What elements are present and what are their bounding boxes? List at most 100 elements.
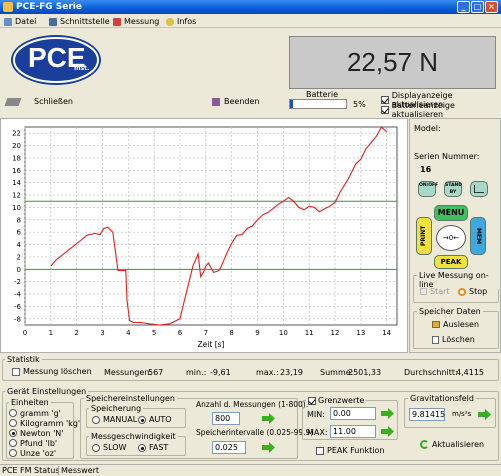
- y-tick-label: 8: [17, 216, 21, 224]
- fast-radio[interactable]: [138, 443, 146, 452]
- peak-label: PEAK Funktion: [327, 446, 385, 455]
- close-tool-label: Schließen: [34, 97, 73, 106]
- mode-title: Speicherung: [89, 404, 144, 413]
- serial-label: Serien Nummer:: [414, 152, 480, 161]
- clear-measurement-button[interactable]: Messung löschen: [12, 367, 92, 376]
- menu-button[interactable]: MENU: [434, 205, 468, 221]
- delete-button[interactable]: Löschen: [432, 335, 475, 344]
- interval-setting-input[interactable]: 0.025: [212, 441, 246, 454]
- unit-radio[interactable]: [9, 409, 17, 417]
- model-label: Model:: [414, 124, 441, 133]
- peak-checkbox[interactable]: [316, 446, 324, 455]
- zero-button[interactable]: →0←: [436, 225, 466, 251]
- onoff-button[interactable]: ON/OFF: [418, 181, 438, 197]
- display-update-option[interactable]: Displayanzeige aktualisieren: [381, 91, 501, 109]
- gravity-unit: m/s²s: [452, 410, 472, 418]
- x-tick-label: 13: [356, 329, 365, 337]
- limits-checkbox[interactable]: [308, 396, 316, 405]
- slow-radio[interactable]: [92, 443, 100, 452]
- close-button[interactable]: ×: [485, 1, 498, 13]
- unit-option-newton[interactable]: Newton 'N': [9, 428, 80, 438]
- display-update-checkbox[interactable]: [381, 96, 389, 104]
- minimize-button[interactable]: _: [457, 1, 470, 13]
- menu-datei[interactable]: Datei: [4, 16, 36, 27]
- delete-icon: [432, 335, 439, 344]
- apply-interval-arrow-icon[interactable]: [262, 442, 276, 453]
- menu-infos[interactable]: Infos: [166, 16, 196, 27]
- slow-option[interactable]: SLOW: [92, 443, 126, 452]
- apply-gravity-arrow-icon[interactable]: [478, 409, 492, 420]
- max-limit-input[interactable]: 11.00: [330, 425, 376, 438]
- end-button[interactable]: Beenden: [212, 97, 259, 106]
- x-tick-label: 4: [126, 329, 131, 337]
- y-tick-label: 12: [12, 192, 21, 200]
- y-tick-label: 22: [12, 130, 21, 138]
- manual-label: MANUAL: [103, 415, 138, 424]
- menu-messung[interactable]: Messung: [113, 16, 159, 27]
- maximize-button[interactable]: □: [471, 1, 484, 13]
- unit-option-unze[interactable]: Unze 'oz': [9, 448, 80, 458]
- unit-radio[interactable]: [9, 449, 17, 457]
- apply-count-arrow-icon[interactable]: [262, 413, 276, 424]
- manual-option[interactable]: MANUAL: [92, 415, 137, 424]
- x-tick-label: 10: [279, 329, 288, 337]
- speed-title: Messgeschwindigkeit: [89, 432, 178, 441]
- min-limit-input[interactable]: 0.00: [330, 407, 376, 420]
- y-tick-label: -2: [14, 278, 21, 286]
- apply-min-arrow-icon[interactable]: [381, 408, 395, 419]
- close-tool-button[interactable]: Schließen: [4, 97, 73, 106]
- unit-option-kilogramm[interactable]: Kilogramm 'kg': [9, 418, 80, 428]
- battery-update-checkbox[interactable]: [381, 106, 389, 114]
- apply-max-arrow-icon[interactable]: [381, 426, 395, 437]
- live-title: Live Messung on-line: [417, 271, 500, 289]
- battery-bar: [289, 99, 347, 109]
- peak-button[interactable]: PEAK: [434, 255, 468, 269]
- stop-button[interactable]: Stop: [458, 287, 487, 296]
- fast-option[interactable]: FAST: [138, 443, 168, 452]
- stop-label: Stop: [469, 287, 488, 296]
- print-button[interactable]: PRINT: [416, 217, 432, 255]
- sum-label: Summe:: [320, 368, 354, 377]
- exit-icon: [212, 97, 220, 106]
- app-icon: [3, 2, 13, 12]
- mem-button[interactable]: MEM: [470, 217, 486, 255]
- battery-update-option[interactable]: Batterieanzeige aktualisieren: [381, 101, 501, 119]
- value-display: 22,57 N: [289, 36, 496, 89]
- status-left: PCE FM Status: [2, 466, 60, 475]
- unit-label: gramm 'g': [20, 408, 61, 418]
- unit-option-pfund[interactable]: Pfund 'lb': [9, 438, 80, 448]
- menu-bar: Datei Schnittstelle Messung Infos: [0, 14, 501, 28]
- y-tick-label: 14: [12, 179, 21, 187]
- gravity-input[interactable]: 9.81415: [409, 408, 445, 421]
- count-setting-label: Anzahl d. Messungen (1-800):: [196, 400, 309, 409]
- start-button[interactable]: Start: [420, 287, 450, 296]
- peak-option[interactable]: PEAK Funktion: [316, 446, 384, 455]
- battery-percent: 5%: [353, 100, 366, 109]
- y-tick-label: 20: [12, 142, 21, 150]
- auto-radio[interactable]: [138, 415, 146, 424]
- unit-radio[interactable]: [9, 439, 17, 447]
- unit-radio[interactable]: [9, 429, 17, 437]
- fast-label: FAST: [149, 443, 169, 452]
- count-setting-input[interactable]: 800: [212, 412, 240, 425]
- manual-radio[interactable]: [92, 415, 100, 424]
- unit-option-gramm[interactable]: gramm 'g': [9, 408, 80, 418]
- settings-title: Gerät Einstellungen: [5, 387, 89, 396]
- limits-toggle[interactable]: Grenzwerte: [306, 396, 367, 405]
- unit-radio[interactable]: [9, 419, 17, 427]
- storage-title: Speichereinstellungen: [84, 394, 177, 403]
- menu-schnittstelle[interactable]: Schnittstelle: [49, 16, 110, 27]
- chart-mode-button[interactable]: [470, 181, 488, 197]
- units-list: gramm 'g' Kilogramm 'kg' Newton 'N' Pfun…: [9, 408, 80, 458]
- read-button[interactable]: Auslesen: [432, 320, 479, 329]
- auto-option[interactable]: AUTO: [138, 415, 172, 424]
- standby-button[interactable]: STAND BY: [444, 181, 462, 197]
- close-tool-icon: [4, 97, 22, 106]
- chart-panel: 0 1 2 3 4 5 6 7 8 9 10 11 12 13 14 22 20 18 16 14 12 10 8 6 4 2 0-…: [0, 118, 408, 353]
- stored-title: Speicher Daten: [417, 307, 483, 316]
- clear-icon: [12, 367, 20, 376]
- update-button[interactable]: Aktualisieren: [420, 440, 484, 449]
- y-tick-label: 16: [12, 167, 21, 175]
- y-tick-label: 2: [17, 253, 21, 261]
- y-tick-label: -6: [14, 303, 22, 311]
